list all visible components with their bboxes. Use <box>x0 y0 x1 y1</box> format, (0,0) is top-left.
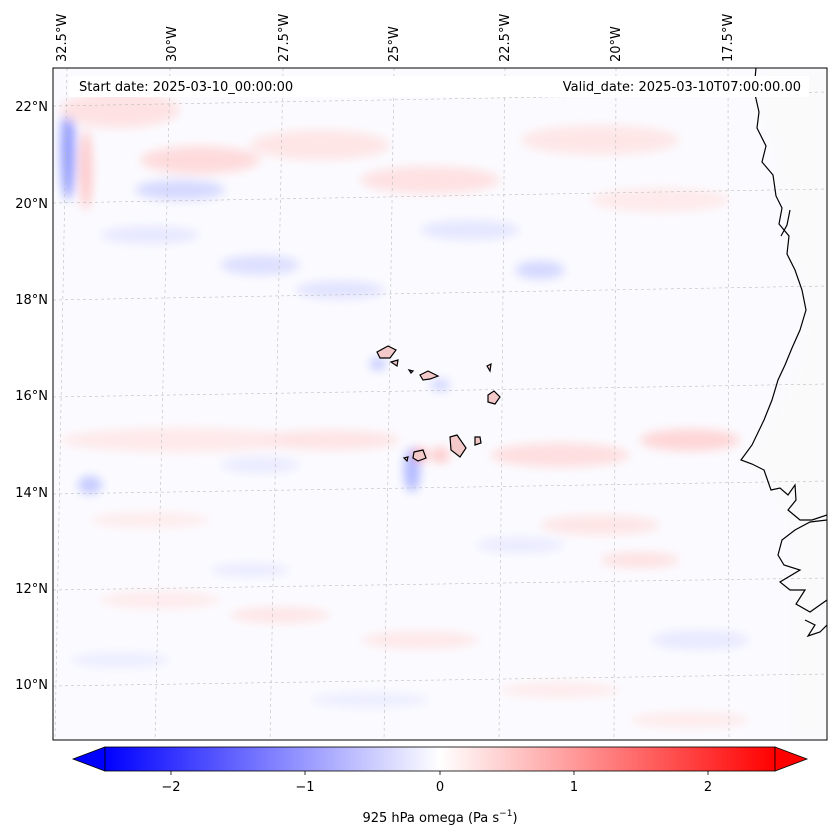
lon-label-17-5w: 17.5°W <box>721 14 736 62</box>
lon-label-22-5w: 22.5°W <box>498 14 513 62</box>
omega-field <box>53 68 827 740</box>
map-panel <box>52 67 828 741</box>
lat-label-14n: 14°N <box>15 486 48 501</box>
lat-label-18n: 18°N <box>15 293 48 308</box>
lat-label-22n: 22°N <box>15 100 48 115</box>
colorbar-min-extension <box>71 746 106 772</box>
graticule <box>53 68 827 740</box>
colorbar-tick-neg2: −2 <box>161 780 180 795</box>
colorbar-max-extension <box>774 746 809 772</box>
lat-label-16n: 16°N <box>15 389 48 404</box>
colorbar-tick-2: 2 <box>704 780 712 795</box>
header-box <box>69 76 809 97</box>
lat-label-12n: 12°N <box>15 582 48 597</box>
colorbar-tick-neg1: −1 <box>295 780 314 795</box>
colorbar-label: 925 hPa omega (Pa s−1) <box>362 809 517 826</box>
longitude-labels: 32.5°W 30°W 27.5°W 25°W 22.5°W 20°W 17.5… <box>55 14 736 62</box>
colorbar-tick-1: 1 <box>570 780 578 795</box>
valid-date-label: Valid_date: 2025-03-10T07:00:00.00 <box>563 80 801 95</box>
lat-label-10n: 10°N <box>15 678 48 693</box>
coastline <box>740 68 827 638</box>
lon-label-25w: 25°W <box>387 26 402 62</box>
cape-verde-islands <box>376 345 501 463</box>
start-date-label: Start date: 2025-03-10_00:00:00 <box>79 80 293 95</box>
date-header: Start date: 2025-03-10_00:00:00 Valid_da… <box>69 76 809 97</box>
colorbar-tick-0: 0 <box>436 780 444 795</box>
lat-label-20n: 20°N <box>15 197 48 212</box>
lon-label-32-5w: 32.5°W <box>55 14 70 62</box>
lon-label-20w: 20°W <box>609 26 624 62</box>
latitude-labels: 22°N 20°N 18°N 16°N 14°N 12°N 10°N <box>15 100 48 693</box>
colorbar: −2 −1 0 1 2 925 hPa omega (Pa s−1) <box>71 746 809 826</box>
lon-label-30w: 30°W <box>165 26 180 62</box>
map-border <box>52 67 828 741</box>
lon-label-27-5w: 27.5°W <box>277 14 292 62</box>
colorbar-gradient <box>104 746 776 772</box>
